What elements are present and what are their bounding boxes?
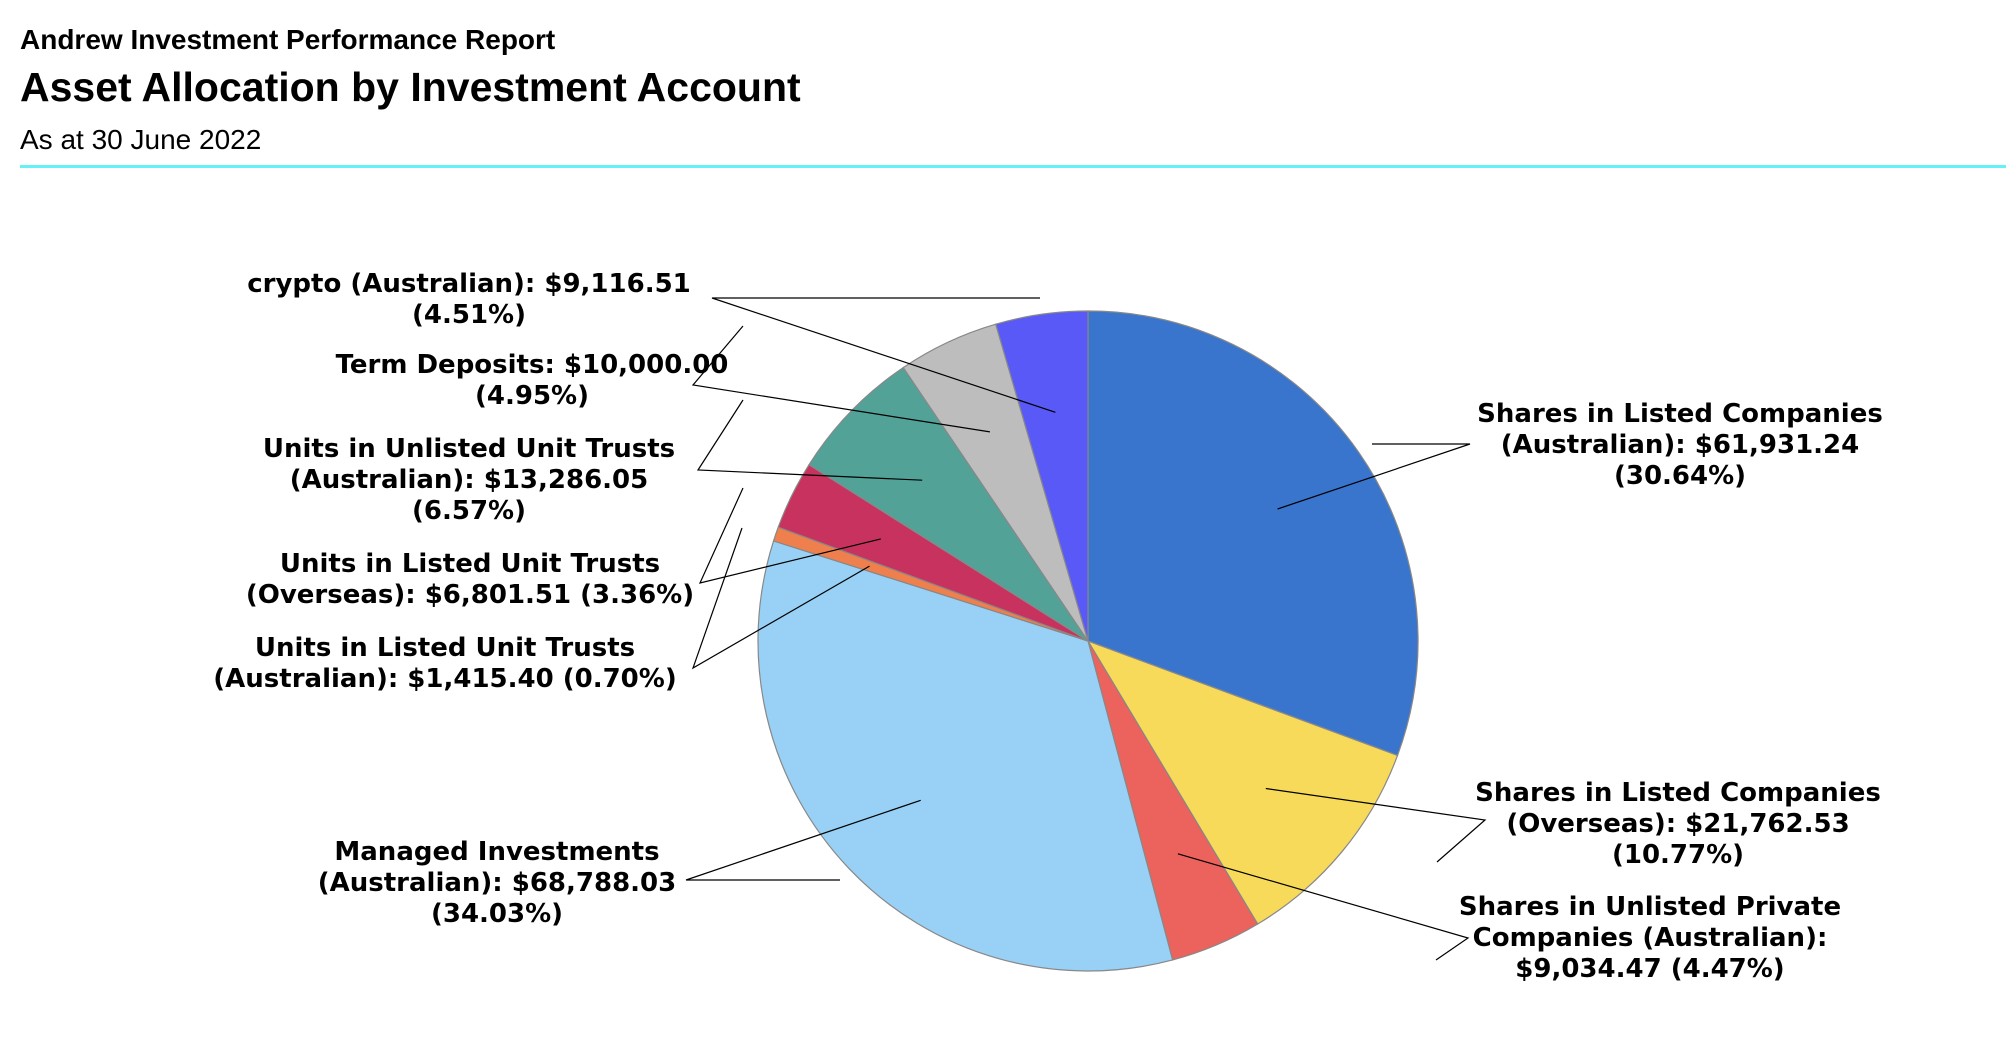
slice-label-line: Units in Listed Unit Trusts <box>280 549 660 579</box>
slice-label-managed-investments-australian: Managed Investments (Australian): $68,788… <box>318 837 676 929</box>
leader-line-managed-investments-australian <box>685 799 921 881</box>
slice-label-line: crypto (Australian): $9,116.51 <box>247 269 691 299</box>
leader-line-shares-in-listed-companies-australian <box>1277 443 1471 510</box>
pie-slice-crypto-australian <box>994 310 1089 642</box>
slice-label-crypto-australian: crypto (Australian): $9,116.51 (4.51%) <box>247 269 691 330</box>
slice-label-line: (30.64%) <box>1614 461 1746 491</box>
leader-line-units-in-unlisted-unit-trusts-australian <box>696 399 923 481</box>
slice-label-line: Companies (Australian): <box>1473 923 1828 953</box>
slice-label-units-in-listed-unit-trusts-australian: Units in Listed Unit Trusts (Australian):… <box>213 633 676 694</box>
leader-line-units-in-listed-unit-trusts-overseas <box>698 487 881 584</box>
slice-label-line: (Overseas): $6,801.51 (3.36%) <box>246 580 694 610</box>
pie-slice-managed-investments-australian <box>757 540 1174 972</box>
pie-slices <box>757 310 1419 972</box>
page-subtitle: As at 30 June 2022 <box>20 124 262 155</box>
pie-slice-shares-in-listed-companies-australian <box>1087 310 1419 757</box>
slice-label-line: Term Deposits: $10,000.00 <box>336 350 729 380</box>
leader-lines <box>685 297 1487 961</box>
slice-label-line: (Australian): $61,931.24 <box>1501 430 1859 460</box>
slice-label-shares-in-listed-companies-australian: Shares in Listed Companies (Australian): … <box>1477 399 1883 491</box>
leader-line-crypto-australian <box>711 297 1056 413</box>
slice-labels: Shares in Listed Companies (Australian): … <box>213 269 1883 984</box>
leader-line-shares-in-unlisted-private-companies-australian <box>1177 853 1470 961</box>
slice-label-shares-in-listed-companies-overseas: Shares in Listed Companies (Overseas): $2… <box>1475 778 1881 870</box>
report-name: Andrew Investment Performance Report <box>20 24 556 55</box>
slice-label-line: Managed Investments <box>334 837 659 867</box>
pie-slice-shares-in-listed-companies-overseas <box>1086 639 1399 925</box>
slice-label-line: (Overseas): $21,762.53 <box>1506 809 1849 839</box>
slice-label-line: (Australian): $68,788.03 <box>318 868 676 898</box>
slice-label-line: Shares in Listed Companies <box>1475 778 1881 808</box>
slice-label-line: (10.77%) <box>1612 840 1744 870</box>
slice-label-line: (6.57%) <box>412 496 526 526</box>
slice-label-units-in-listed-unit-trusts-overseas: Units in Listed Unit Trusts (Overseas): $… <box>246 549 694 610</box>
slice-label-shares-in-unlisted-private-companies-australian: Shares in Unlisted Private Companies (Aus… <box>1459 892 1841 984</box>
leader-line-shares-in-listed-companies-overseas <box>1265 787 1487 863</box>
slice-label-term-deposits: Term Deposits: $10,000.00 (4.95%) <box>336 350 729 411</box>
slice-label-line: (4.51%) <box>412 300 526 330</box>
slice-label-line: (Australian): $1,415.40 (0.70%) <box>213 664 676 694</box>
leader-line-units-in-listed-unit-trusts-australian <box>691 527 870 670</box>
slice-label-line: Shares in Unlisted Private <box>1459 892 1841 922</box>
slice-label-line: Shares in Listed Companies <box>1477 399 1883 429</box>
header-divider <box>20 165 2006 168</box>
slice-label-line: Units in Listed Unit Trusts <box>255 633 635 663</box>
slice-label-line: (Australian): $13,286.05 <box>290 465 648 495</box>
leader-line-term-deposits <box>691 325 990 433</box>
page-title: Asset Allocation by Investment Account <box>20 64 801 110</box>
pie-slice-units-in-unlisted-unit-trusts-australian <box>808 366 1089 642</box>
slice-label-line: $9,034.47 (4.47%) <box>1515 954 1784 984</box>
slice-label-units-in-unlisted-unit-trusts-australian: Units in Unlisted Unit Trusts (Australian… <box>263 434 675 526</box>
slice-label-line: (4.95%) <box>475 381 589 411</box>
slice-label-line: Units in Unlisted Unit Trusts <box>263 434 675 464</box>
slice-label-line: (34.03%) <box>431 899 563 929</box>
